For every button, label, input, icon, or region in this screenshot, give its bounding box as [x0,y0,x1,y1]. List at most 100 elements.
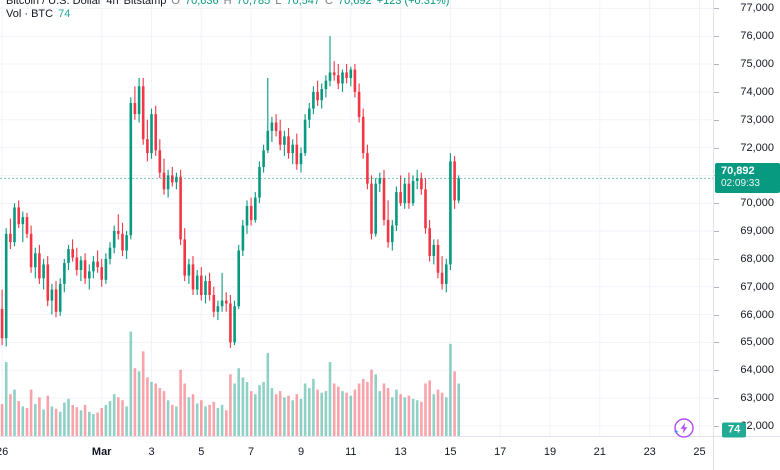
candle-body [220,300,224,307]
volume-bar [295,394,299,437]
time-axis[interactable]: 26 Mar 3 5 7 9 11 13 15 17 19 21 23 25 [0,436,780,470]
price-tick-dash [714,398,719,399]
volume-bar [129,331,133,437]
candle-body [50,289,54,301]
volume-bar [121,400,124,437]
candle-body [154,114,157,151]
volume-bar [332,383,336,437]
candle-body [254,197,257,220]
candle-body [320,89,323,101]
volume-bar [220,404,224,437]
candle-body [436,244,440,273]
volume-bar [357,383,361,437]
candle-body [278,130,282,145]
volume-bar [179,369,182,437]
volume-bar [324,391,328,437]
price-tick-label: 72,000 [740,141,774,154]
volume-value-badge[interactable]: 74 [722,422,747,438]
price-tick-dash [714,231,719,232]
candle-body [112,231,116,248]
time-tick-label: 13 [394,446,407,458]
price-tick-dash [714,425,719,427]
volume-bar [303,383,307,437]
candle-body [100,267,103,280]
candle-body [395,192,398,226]
volume-bar [104,404,108,437]
candle-body [445,264,448,284]
volume-bar [262,382,265,437]
time-tick-label: 5 [198,446,205,458]
volume-bar [366,382,369,437]
candle-body [324,80,328,90]
volume-bar [171,404,174,437]
candle-body [332,72,336,76]
candle-body [17,207,20,225]
time-tick-label: 26 [0,446,9,458]
candle-body [283,136,286,145]
volume-bar [191,394,195,437]
price-tick-dash [714,119,719,121]
volume-bar [254,394,257,437]
candle-body [166,175,170,190]
volume-bar [4,362,8,437]
volume-bar [436,389,440,437]
candle-body [453,161,456,201]
volume-bar [112,394,116,437]
candle-body [407,183,411,204]
volume-bar [38,397,41,437]
candle-body [353,69,357,92]
volume-bar [386,388,390,437]
candlestick-chart-svg[interactable] [0,0,714,437]
price-tick-label: 65,000 [740,336,774,349]
volume-bar [146,377,149,437]
volume-bar [195,403,199,437]
volume-bar [71,404,74,437]
candle-body [67,249,70,263]
current-price-badge[interactable]: 70,892 02:09:33 [715,163,780,194]
volume-bar [58,411,62,437]
volume-bar [374,374,377,437]
volume-bar [337,386,340,437]
volume-bar [17,401,20,437]
candle-body [378,178,382,184]
volume-bar [9,394,12,437]
volume-bar [225,410,228,437]
candle-body [179,176,182,240]
volume-bar [440,392,444,437]
volume-bar [88,411,91,437]
volume-bar [411,398,415,437]
candle-body [146,139,149,154]
candle-body [13,207,16,243]
candle-body [46,264,50,301]
candle-body [366,153,369,184]
candle-body [403,183,407,204]
volume-bar [50,406,54,437]
price-tick-dash [714,8,719,10]
volume-bar [353,389,357,437]
volume-bar [391,397,394,437]
volume-bar [432,394,436,437]
candle-body [287,136,290,154]
price-tick-label: 75,000 [740,58,774,70]
price-tick-label: 66,000 [740,308,774,321]
candle-body [71,249,74,258]
volume-bar [237,368,240,437]
candle-body [233,306,236,343]
candle-body [237,250,240,307]
chart-plot-area[interactable] [0,0,714,437]
volume-bar [361,378,365,437]
candle-body [374,183,377,234]
lightning-bolt-sparkle-icon[interactable] [672,417,694,439]
candle-body [274,122,278,131]
candle-body [108,247,112,259]
candle-body [200,275,203,296]
volume-bar [449,343,452,437]
candle-body [308,108,311,120]
candle-body [96,261,99,268]
volume-bar [63,402,66,437]
volume-bar [96,412,99,437]
volume-bar [117,397,120,437]
volume-bar [141,351,145,437]
price-axis[interactable]: 70,892 02:09:33 74 77,000 76,000 75,000 74,… [713,0,780,438]
